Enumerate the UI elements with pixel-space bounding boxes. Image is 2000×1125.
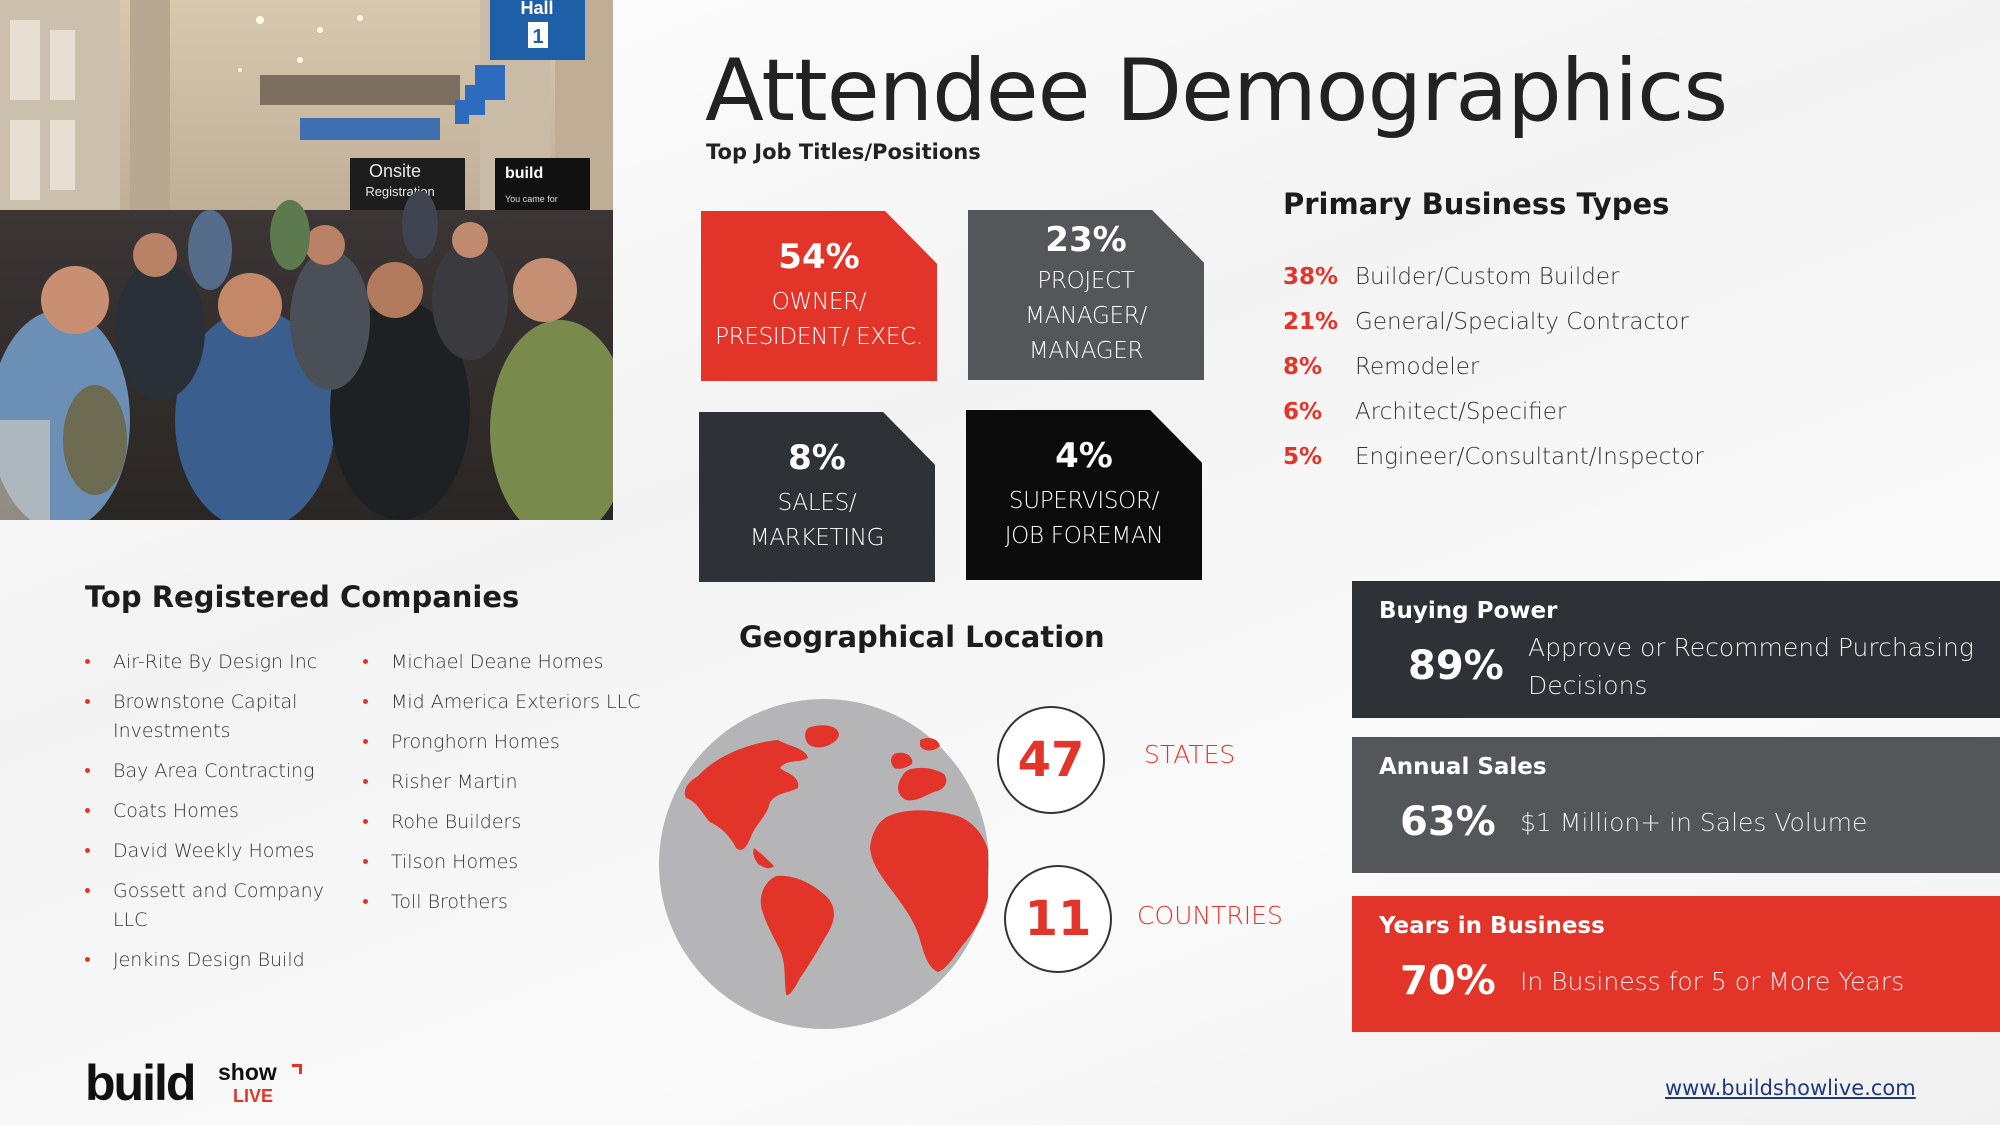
years-in-business-desc: In Business for 5 or More Years xyxy=(1520,967,1905,996)
business-type-label: General/Specialty Contractor xyxy=(1355,308,1689,335)
hall-sign-text: Hall xyxy=(520,0,553,18)
list-item: Rohe Builders xyxy=(363,808,653,837)
job-card-label-line: MANAGER xyxy=(1028,338,1144,364)
buying-power-value: 89% xyxy=(1408,643,1504,689)
banner-build-text: build xyxy=(505,165,543,182)
list-item: Toll Brothers xyxy=(363,888,653,917)
list-item: Mid America Exteriors LLC xyxy=(363,688,653,717)
business-type-label: Engineer/Consultant/Inspector xyxy=(1355,443,1704,470)
primary-business-types-title: Primary Business Types xyxy=(1283,187,1670,221)
list-item: Jenkins Design Build xyxy=(85,946,335,975)
companies-list-col2: Michael Deane Homes Mid America Exterior… xyxy=(363,648,653,928)
companies-list-col1: Air-Rite By Design Inc Brownstone Capita… xyxy=(85,648,335,986)
states-label: STATES xyxy=(1144,740,1236,769)
geo-title: Geographical Location xyxy=(739,620,1105,654)
countries-count-badge: 11 xyxy=(1004,865,1112,973)
list-item: 8% Remodeler xyxy=(1283,344,1704,389)
list-item: David Weekly Homes xyxy=(85,837,335,866)
list-item: Bay Area Contracting xyxy=(85,757,335,786)
list-item: Risher Martin xyxy=(363,768,653,797)
business-type-label: Remodeler xyxy=(1355,353,1480,380)
annual-sales-heading: Annual Sales xyxy=(1379,754,1547,780)
job-card-label-line: PRESIDENT/ EXEC. xyxy=(715,324,923,350)
logo-show-text: show xyxy=(218,1059,277,1085)
business-type-pct: 6% xyxy=(1283,398,1323,425)
onsite-sign-text: Onsite xyxy=(369,161,421,181)
globe-icon xyxy=(658,698,990,1030)
job-card-label-line: PROJECT xyxy=(1037,268,1135,294)
list-item: Tilson Homes xyxy=(363,848,653,877)
website-link[interactable]: www.buildshowlive.com xyxy=(1665,1076,1916,1100)
logo-corner-mark-icon xyxy=(292,1064,302,1074)
top-companies-title: Top Registered Companies xyxy=(85,580,520,614)
job-card-sales-marketing: 8% SALES/ MARKETING xyxy=(699,412,935,582)
list-item: 38% Builder/Custom Builder xyxy=(1283,254,1704,299)
business-type-pct: 38% xyxy=(1283,263,1339,290)
list-item: Gossett and Company LLC xyxy=(85,877,325,935)
job-card-pct: 8% xyxy=(788,438,846,478)
list-item: Pronghorn Homes xyxy=(363,728,653,757)
annual-sales-value: 63% xyxy=(1400,799,1496,845)
business-type-label: Builder/Custom Builder xyxy=(1355,263,1620,290)
list-item: Brownstone Capital Investments xyxy=(85,688,305,746)
job-card-supervisor: 4% SUPERVISOR/ JOB FOREMAN xyxy=(966,410,1202,580)
list-item: 21% General/Specialty Contractor xyxy=(1283,299,1704,344)
annual-sales-box: Annual Sales 63% $1 Million+ in Sales Vo… xyxy=(1352,737,2000,873)
business-type-pct: 5% xyxy=(1283,443,1323,470)
job-card-pct: 4% xyxy=(1055,436,1113,476)
hall-sign-number: 1 xyxy=(532,26,543,48)
business-type-label: Architect/Specifier xyxy=(1355,398,1567,425)
job-card-label-line: SUPERVISOR/ xyxy=(1008,488,1160,514)
buying-power-desc: Approve or Recommend Purchasing Decision… xyxy=(1528,629,1974,705)
list-item: Air-Rite By Design Inc xyxy=(85,648,335,677)
job-card-owner: 54% OWNER/ PRESIDENT/ EXEC. xyxy=(701,211,937,381)
job-card-pct: 54% xyxy=(778,237,860,277)
buying-power-box: Buying Power 89% Approve or Recommend Pu… xyxy=(1352,581,2000,718)
hero-photo-convention-hall: Hall 1 Onsite Registration build You cam… xyxy=(0,0,613,520)
states-count-badge: 47 xyxy=(997,706,1105,814)
list-item: Coats Homes xyxy=(85,797,335,826)
business-type-pct: 8% xyxy=(1283,353,1323,380)
annual-sales-desc: $1 Million+ in Sales Volume xyxy=(1520,808,1868,837)
list-item: 5% Engineer/Consultant/Inspector xyxy=(1283,434,1704,479)
years-in-business-value: 70% xyxy=(1400,958,1496,1004)
job-card-label-line: JOB FOREMAN xyxy=(1004,523,1164,549)
job-card-label-line: MANAGER/ xyxy=(1025,303,1147,329)
business-type-pct: 21% xyxy=(1283,308,1339,335)
banner-line-text: You came for xyxy=(505,194,558,204)
years-in-business-heading: Years in Business xyxy=(1379,913,1605,939)
logo-build-text: build xyxy=(85,1055,196,1111)
job-card-label-line: MARKETING xyxy=(749,525,885,551)
job-titles-subtitle: Top Job Titles/Positions xyxy=(706,140,981,164)
page-title: Attendee Demographics xyxy=(705,41,1728,141)
years-in-business-box: Years in Business 70% In Business for 5 … xyxy=(1352,896,2000,1032)
list-item: 6% Architect/Specifier xyxy=(1283,389,1704,434)
primary-business-types-list: 38% Builder/Custom Builder 21% General/S… xyxy=(1283,254,1704,479)
buying-power-heading: Buying Power xyxy=(1379,598,1558,624)
list-item: Michael Deane Homes xyxy=(363,648,653,677)
job-card-project-manager: 23% PROJECT MANAGER/ MANAGER xyxy=(968,210,1204,380)
buying-power-desc-line: Approve or Recommend Purchasing xyxy=(1528,633,1974,662)
buying-power-desc-line: Decisions xyxy=(1528,671,1648,700)
countries-label: COUNTRIES xyxy=(1137,901,1283,930)
logo-live-text: LIVE xyxy=(233,1086,274,1106)
job-card-label-line: OWNER/ xyxy=(771,289,867,315)
job-card-pct: 23% xyxy=(1045,220,1127,260)
job-card-label-line: SALES/ xyxy=(777,490,857,516)
